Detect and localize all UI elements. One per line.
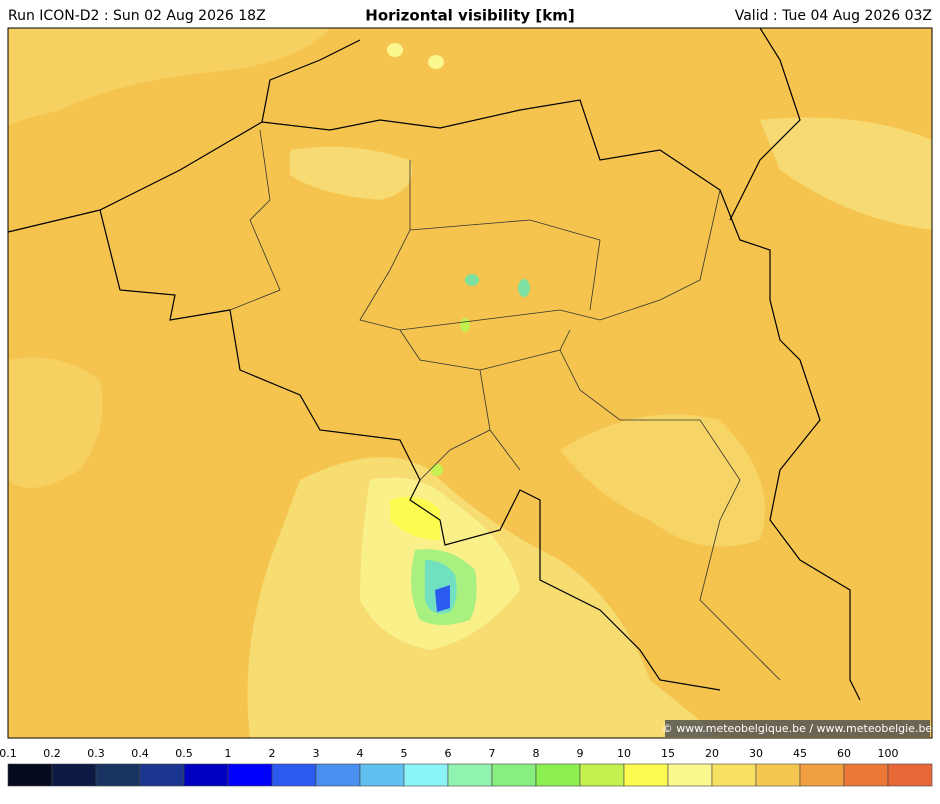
colorbar-label: 3 <box>313 747 320 760</box>
run-label: Run ICON-D2 : Sun 02 Aug 2026 18Z <box>8 8 266 24</box>
colorbar-label: 100 <box>878 747 899 760</box>
colorbar-label: 2 <box>269 747 276 760</box>
colorbar-label: 1 <box>225 747 232 760</box>
colorbar-label: 0.1 <box>0 747 17 760</box>
colorbar-label: 8 <box>533 747 540 760</box>
valid-label: Valid : Tue 04 Aug 2026 03Z <box>735 8 932 24</box>
colorbar-swatch <box>315 763 361 787</box>
colorbar-swatch <box>667 763 713 787</box>
colorbar-swatch <box>887 763 933 787</box>
colorbar-label: 9 <box>577 747 584 760</box>
colorbar-label: 45 <box>793 747 807 760</box>
colorbar-swatch <box>139 763 185 787</box>
colorbar-label: 60 <box>837 747 851 760</box>
colorbar-swatch <box>183 763 229 787</box>
colorbar-swatch <box>623 763 669 787</box>
colorbar-swatch <box>755 763 801 787</box>
colorbar-label: 0.3 <box>87 747 105 760</box>
colorbar-label: 4 <box>357 747 364 760</box>
colorbar-label: 7 <box>489 747 496 760</box>
colorbar-label: 15 <box>661 747 675 760</box>
colorbar-label: 10 <box>617 747 631 760</box>
colorbar-swatch <box>403 763 449 787</box>
colorbar-swatch <box>491 763 537 787</box>
colorbar-label: 0.5 <box>175 747 193 760</box>
colorbar-swatch <box>95 763 141 787</box>
colorbar-swatch <box>227 763 273 787</box>
colorbar-swatch <box>535 763 581 787</box>
colorbar-swatch <box>711 763 757 787</box>
colorbar: 0.1 0.2 0.3 0.4 0.5 1 2 3 4 5 6 7 8 9 10 15 20 30 45 60 100 <box>0 747 933 787</box>
colorbar-swatch <box>271 763 317 787</box>
colorbar-label: 6 <box>445 747 452 760</box>
map-title: Horizontal visibility [km] <box>365 7 574 25</box>
colorbar-label: 20 <box>705 747 719 760</box>
map: © www.meteobelgique.be / www.meteobelgie… <box>7 27 933 739</box>
colorbar-swatch <box>843 763 889 787</box>
colorbar-swatch <box>447 763 493 787</box>
colorbar-swatch <box>579 763 625 787</box>
credit: © www.meteobelgique.be / www.meteobelgie… <box>662 722 933 735</box>
colorbar-swatch <box>7 763 53 787</box>
colorbar-label: 5 <box>401 747 408 760</box>
colorbar-swatch <box>799 763 845 787</box>
colorbar-label: 30 <box>749 747 763 760</box>
colorbar-swatch <box>51 763 97 787</box>
colorbar-label: 0.4 <box>131 747 149 760</box>
colorbar-label: 0.2 <box>43 747 61 760</box>
colorbar-swatch <box>359 763 405 787</box>
